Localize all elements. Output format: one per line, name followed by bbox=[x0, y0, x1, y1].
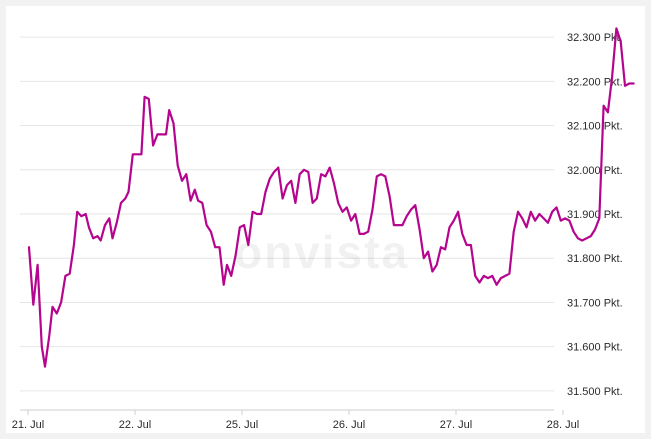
x-tick-label: 28. Jul bbox=[547, 419, 579, 431]
y-tick-label: 32.100 Pkt. bbox=[567, 121, 623, 133]
y-tick-label: 31.500 Pkt. bbox=[567, 386, 623, 398]
x-tick-label: 26. Jul bbox=[333, 419, 365, 431]
x-tick-label: 27. Jul bbox=[440, 419, 472, 431]
y-tick-label: 31.700 Pkt. bbox=[567, 297, 623, 309]
y-tick-label: 31.900 Pkt. bbox=[567, 209, 623, 221]
series-line bbox=[27, 27, 635, 368]
y-tick-label: 32.200 Pkt. bbox=[567, 76, 623, 88]
grid bbox=[20, 36, 554, 392]
y-tick-label: 31.800 Pkt. bbox=[567, 253, 623, 265]
chart-card: onvista 31.500 Pkt. 31.600 Pkt. 31.700 Pkt… bbox=[6, 6, 645, 433]
y-tick-label: 32.300 Pkt. bbox=[567, 32, 623, 44]
y-tick-label: 32.000 Pkt. bbox=[567, 165, 623, 177]
x-tick-label: 25. Jul bbox=[226, 419, 258, 431]
x-tick-label: 22. Jul bbox=[119, 419, 151, 431]
line-chart: onvista 31.500 Pkt. 31.600 Pkt. 31.700 Pkt… bbox=[12, 27, 635, 431]
y-tick-label: 31.600 Pkt. bbox=[567, 342, 623, 354]
watermark-logo: onvista bbox=[234, 226, 409, 278]
x-tick-label: 21. Jul bbox=[12, 419, 44, 431]
x-axis: 21. Jul 22. Jul 25. Jul 26. Jul 27. Jul 28. J… bbox=[12, 409, 579, 431]
y-axis: 31.500 Pkt. 31.600 Pkt. 31.700 Pkt. 31.800 … bbox=[567, 32, 623, 398]
